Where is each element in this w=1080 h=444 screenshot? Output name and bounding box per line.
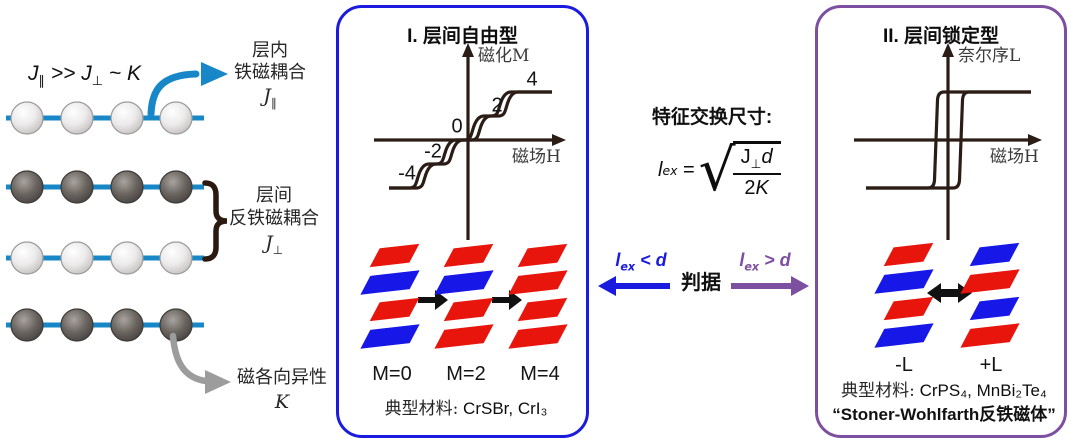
magnetic-layer-blue: [360, 270, 420, 295]
panel-locked-title: II. 层间锁定型: [882, 26, 1000, 47]
magnetic-layer-red: [443, 297, 494, 322]
locked-materials: 典型材料: CrPS₄, MnBi₂Te₄: [841, 381, 1047, 401]
criterion-label: 判据: [681, 272, 721, 294]
atomic-chain-bottom-dark: [6, 308, 204, 342]
condition-lex-lt-d: lex < d: [615, 250, 667, 274]
intralayer-coupling-arrow-icon: [147, 62, 228, 118]
locked-plot-ylabel: 奈尔序L: [958, 46, 1021, 66]
magnetic-layer-red: [517, 297, 568, 322]
stack-label-m0: M=0: [372, 363, 412, 385]
magnetic-layer-red: [883, 242, 934, 267]
free-materials: 典型材料: CrSBr, CrI₃: [384, 399, 548, 419]
magnetic-layer-red: [883, 296, 934, 321]
free-plot-tick-2: 2: [491, 94, 503, 117]
magnetic-layer-red: [434, 324, 494, 349]
coupling-relation-formula: J∥ >> J⊥ ~ K: [28, 62, 142, 90]
anisotropy-label: 磁各向异性: [237, 367, 327, 388]
free-plot-tick-4: 4: [526, 68, 538, 91]
magnetic-layer-red: [443, 243, 494, 268]
interlayer-label-line1: 层间: [256, 185, 292, 206]
anisotropy-symbol: K: [274, 391, 290, 413]
free-plot-tick-neg2: -2: [424, 140, 442, 163]
magnetic-layer-blue: [360, 324, 420, 349]
magnetic-layer-red: [517, 243, 568, 268]
free-plot-xlabel: 磁场H: [512, 147, 561, 167]
panel-interlayer-free: I. 层间自由型: [336, 5, 589, 438]
magnetic-layer-red: [508, 324, 568, 349]
magnetic-layer-blue: [874, 323, 934, 348]
layer-stack-m4: [508, 243, 568, 349]
stack-label-m4: M=4: [520, 363, 560, 385]
interlayer-brace-icon: [202, 180, 228, 262]
locked-plot-xlabel: 磁场H: [990, 147, 1039, 167]
atomic-chain-second-dark: [6, 170, 204, 204]
exchange-length-title: 特征交换尺寸:: [651, 107, 773, 128]
exchange-length-formula: l ex = √ J⊥d 2K: [658, 141, 781, 200]
magnetic-layer-blue: [969, 296, 1020, 321]
magnetic-layer-red: [369, 297, 420, 322]
layer-stack-m0: [360, 243, 420, 349]
panel-interlayer-locked: II. 层间锁定型: [815, 5, 1067, 438]
free-plot-tick-0: 0: [451, 115, 463, 138]
magnetic-layer-red: [508, 270, 568, 295]
condition-lex-gt-d: lex > d: [739, 250, 791, 274]
stack-label-negL: -L: [895, 354, 913, 376]
free-plot-tick-neg4: -4: [398, 162, 416, 185]
magnetic-layer-red: [960, 269, 1020, 294]
interlayer-label-line2: 反铁磁耦合: [229, 208, 319, 229]
panel-free-title: I. 层间自由型: [407, 26, 518, 47]
stack-label-m2: M=2: [446, 363, 486, 385]
atomic-chain-top-light: [6, 101, 204, 135]
anisotropy-arrow-icon: [169, 332, 231, 394]
magnetic-layer-blue: [874, 269, 934, 294]
radical-sign: √: [698, 135, 736, 204]
stack-label-posL: +L: [979, 354, 1003, 376]
intralayer-label-line2: 铁磁耦合: [234, 62, 306, 83]
magnetic-layer-red: [960, 323, 1020, 348]
intralayer-label-line1: 层内: [252, 40, 288, 61]
interlayer-symbol: J⊥: [265, 232, 283, 257]
free-plot-ylabel: 磁化M: [478, 46, 530, 66]
magnetic-layer-blue: [434, 270, 494, 295]
atomic-chain-third-light: [6, 241, 204, 275]
layer-stack-negL: [874, 242, 934, 348]
criterion-arrow-right-icon: [731, 276, 809, 296]
magnetic-layer-blue: [969, 242, 1020, 267]
layer-stack-m2: [434, 243, 494, 349]
intralayer-symbol: J∥: [263, 85, 277, 110]
criterion-arrow-left-icon: [598, 276, 670, 296]
layer-stack-posL: [960, 242, 1020, 348]
stoner-wohlfarth-subtitle: “Stoner-Wohlfarth反铁磁体”: [832, 405, 1056, 424]
magnetic-layer-red: [369, 243, 420, 268]
